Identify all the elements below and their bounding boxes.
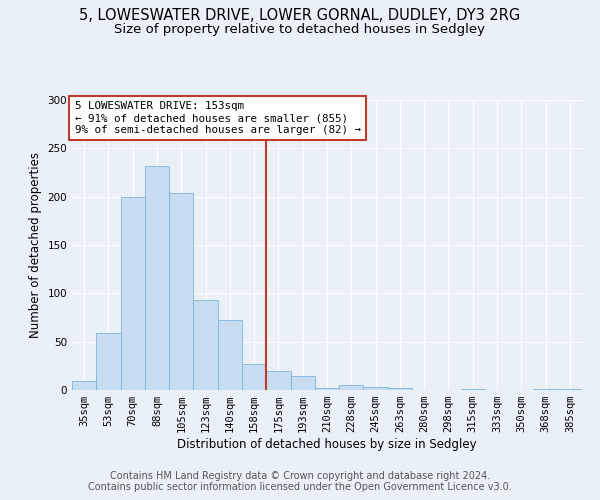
Bar [388,388,412,390]
Bar [533,389,558,390]
Bar [315,388,339,390]
Bar [461,389,485,390]
Text: Contains HM Land Registry data © Crown copyright and database right 2024.
Contai: Contains HM Land Registry data © Crown c… [88,471,512,492]
Bar [242,364,266,390]
Bar [266,370,290,390]
Bar [169,193,193,390]
Bar [339,385,364,390]
Bar [290,376,315,390]
Bar [364,387,388,390]
Bar [558,389,582,390]
Bar [145,166,169,390]
Bar [72,382,96,390]
Bar [218,320,242,390]
Bar [121,196,145,390]
Y-axis label: Number of detached properties: Number of detached properties [29,152,42,338]
Bar [193,300,218,390]
Text: Size of property relative to detached houses in Sedgley: Size of property relative to detached ho… [115,22,485,36]
X-axis label: Distribution of detached houses by size in Sedgley: Distribution of detached houses by size … [177,438,477,451]
Text: 5 LOWESWATER DRIVE: 153sqm
← 91% of detached houses are smaller (855)
9% of semi: 5 LOWESWATER DRIVE: 153sqm ← 91% of deta… [74,102,361,134]
Text: 5, LOWESWATER DRIVE, LOWER GORNAL, DUDLEY, DY3 2RG: 5, LOWESWATER DRIVE, LOWER GORNAL, DUDLE… [79,8,521,22]
Bar [96,333,121,390]
